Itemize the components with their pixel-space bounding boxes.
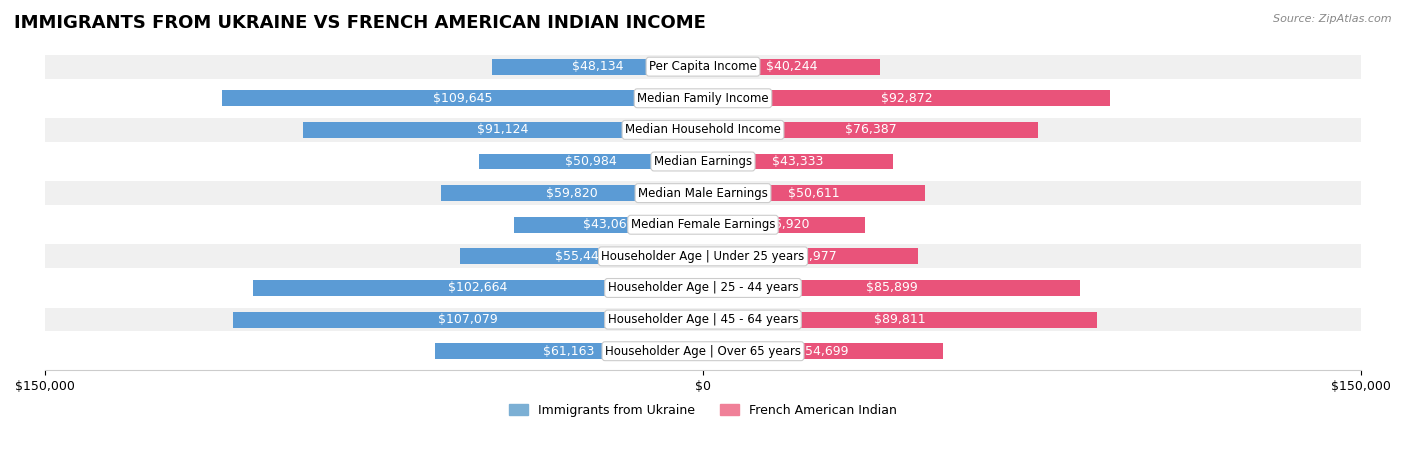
Bar	[222, 90, 703, 106]
Text: Householder Age | Over 65 years: Householder Age | Over 65 years	[605, 345, 801, 358]
Text: IMMIGRANTS FROM UKRAINE VS FRENCH AMERICAN INDIAN INCOME: IMMIGRANTS FROM UKRAINE VS FRENCH AMERIC…	[14, 14, 706, 32]
Text: $55,447: $55,447	[555, 250, 607, 263]
Bar	[703, 311, 1097, 327]
Bar	[703, 185, 925, 201]
Text: Per Capita Income: Per Capita Income	[650, 60, 756, 73]
Bar	[45, 86, 1361, 110]
Bar	[703, 122, 1038, 138]
Text: $36,920: $36,920	[758, 218, 810, 231]
Bar	[233, 311, 703, 327]
Text: Householder Age | Under 25 years: Householder Age | Under 25 years	[602, 250, 804, 263]
Bar	[45, 308, 1361, 332]
Bar	[703, 280, 1080, 296]
Bar	[440, 185, 703, 201]
Text: Median Family Income: Median Family Income	[637, 92, 769, 105]
Legend: Immigrants from Ukraine, French American Indian: Immigrants from Ukraine, French American…	[505, 399, 901, 422]
Text: Householder Age | 25 - 44 years: Householder Age | 25 - 44 years	[607, 282, 799, 295]
Text: $102,664: $102,664	[449, 282, 508, 295]
Bar	[45, 340, 1361, 363]
Text: $54,699: $54,699	[797, 345, 849, 358]
Text: $89,811: $89,811	[875, 313, 925, 326]
Bar	[45, 276, 1361, 300]
Bar	[703, 248, 918, 264]
Bar	[45, 245, 1361, 268]
Bar	[492, 59, 703, 75]
Text: $50,611: $50,611	[789, 187, 839, 199]
Text: $43,069: $43,069	[582, 218, 634, 231]
Bar	[45, 213, 1361, 237]
Text: $43,333: $43,333	[772, 155, 824, 168]
Text: $109,645: $109,645	[433, 92, 492, 105]
Bar	[515, 217, 703, 233]
Text: Median Female Earnings: Median Female Earnings	[631, 218, 775, 231]
Bar	[479, 154, 703, 170]
Text: $59,820: $59,820	[546, 187, 598, 199]
Text: $61,163: $61,163	[543, 345, 595, 358]
Text: $92,872: $92,872	[882, 92, 932, 105]
Text: $48,977: $48,977	[785, 250, 837, 263]
Text: Median Earnings: Median Earnings	[654, 155, 752, 168]
Bar	[703, 59, 880, 75]
Text: $107,079: $107,079	[439, 313, 498, 326]
Text: Median Male Earnings: Median Male Earnings	[638, 187, 768, 199]
Bar	[45, 149, 1361, 173]
Text: $91,124: $91,124	[478, 123, 529, 136]
Bar	[45, 118, 1361, 142]
Bar	[703, 90, 1111, 106]
Bar	[460, 248, 703, 264]
Bar	[703, 343, 943, 359]
Text: $48,134: $48,134	[572, 60, 623, 73]
Text: Source: ZipAtlas.com: Source: ZipAtlas.com	[1274, 14, 1392, 24]
Bar	[253, 280, 703, 296]
Text: Median Household Income: Median Household Income	[626, 123, 780, 136]
Text: $40,244: $40,244	[765, 60, 817, 73]
Bar	[304, 122, 703, 138]
Bar	[703, 154, 893, 170]
Text: Householder Age | 45 - 64 years: Householder Age | 45 - 64 years	[607, 313, 799, 326]
Bar	[45, 181, 1361, 205]
Text: $50,984: $50,984	[565, 155, 617, 168]
Bar	[434, 343, 703, 359]
Bar	[45, 55, 1361, 78]
Bar	[703, 217, 865, 233]
Text: $85,899: $85,899	[866, 282, 917, 295]
Text: $76,387: $76,387	[845, 123, 897, 136]
